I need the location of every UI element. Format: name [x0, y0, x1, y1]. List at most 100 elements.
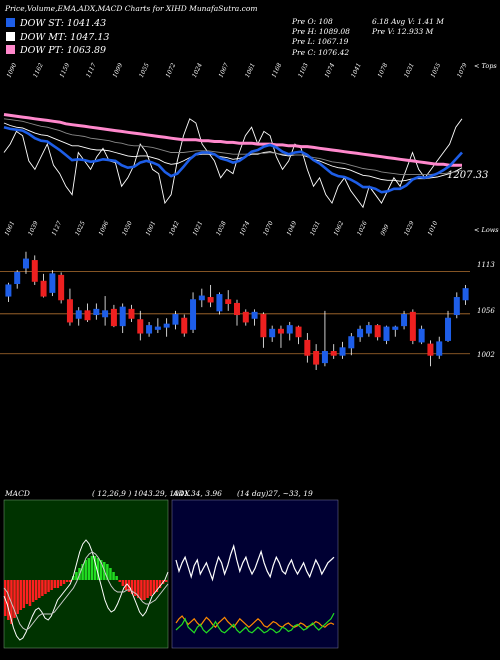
macd-hist-bar	[146, 580, 149, 598]
candle-body	[93, 308, 100, 316]
macd-hist-bar	[99, 560, 103, 580]
candle-body	[84, 310, 91, 321]
top-tick-label: 1099	[111, 62, 124, 79]
tops-label: < Tops	[474, 62, 497, 70]
bottom-tick-label: 999	[379, 223, 390, 237]
adx-series-line	[175, 543, 335, 582]
candle-body	[401, 314, 408, 327]
macd-hist-bar	[140, 580, 143, 600]
candle-body	[251, 311, 258, 319]
macd-hist-bar	[28, 580, 32, 606]
candle-body	[260, 314, 267, 338]
candle-body	[146, 325, 153, 334]
bottom-tick-label: 1021	[191, 220, 204, 237]
top-tick-label: 1117	[85, 62, 98, 79]
macd-hist-bar	[16, 580, 19, 614]
candle-body	[409, 311, 416, 341]
stat-avg-volume: 6.18 Avg V: 1.41 M	[372, 17, 444, 26]
stat-close: Pre C: 1076.42	[292, 47, 350, 57]
candle-body	[198, 295, 205, 301]
macd-hist-bar	[53, 580, 57, 588]
macd-params: ( 12,26,9 ) 1043.29, 1041.34, 3.96	[92, 489, 222, 498]
candle-body	[58, 274, 65, 301]
top-tick-label: 1024	[191, 62, 204, 79]
top-tick-label: 1090	[5, 62, 18, 79]
macd-hist-bar	[25, 580, 29, 604]
candle-body	[277, 328, 284, 334]
adx-title: ADX	[173, 489, 190, 498]
candle-body	[163, 323, 170, 328]
candle-body	[31, 260, 38, 282]
legend-item-st: DOW ST: 1041.43	[6, 17, 109, 31]
candle-body	[392, 326, 399, 330]
chart-title: Price,Volume,EMA,ADX,MACD Charts for XIH…	[5, 4, 258, 13]
candle-body	[242, 311, 249, 323]
bottom-tick-label: 1031	[309, 220, 322, 237]
macd-hist-bar	[115, 576, 118, 580]
bottom-tick-label: 1001	[144, 220, 157, 237]
stat-low: Pre L: 1067.19	[292, 37, 349, 47]
candle-body	[321, 351, 328, 364]
macd-hist-bar	[143, 580, 146, 600]
macd-hist-bar	[44, 580, 47, 594]
lows-label: < Lows	[474, 226, 499, 234]
level-label-3: 1002	[477, 351, 495, 359]
candle-body	[110, 308, 117, 327]
bottom-tick-label: 1058	[215, 220, 228, 237]
legend-swatch-st	[6, 18, 15, 27]
candle-body	[453, 297, 460, 316]
candle-body	[462, 288, 469, 301]
macd-hist-bar	[84, 560, 87, 580]
macd-hist-bar	[47, 580, 50, 592]
macd-hist-bar	[34, 580, 38, 600]
candle-body	[40, 280, 47, 297]
candle-body	[75, 310, 82, 319]
macd-hist-bar	[149, 580, 152, 596]
macd-hist-bar	[96, 558, 100, 580]
top-tick-label: 1103	[297, 62, 310, 79]
macd-hist-bar	[50, 580, 53, 590]
stats-left: Pre O: 108 Pre H: 1089.08 Pre L: 1067.19…	[292, 17, 350, 58]
top-tick-label: 1072	[164, 62, 177, 79]
candle-body	[119, 306, 126, 327]
candle-body	[365, 325, 372, 334]
candle-body	[313, 351, 320, 365]
candle-body	[181, 317, 188, 334]
candle-body	[66, 299, 73, 323]
macd-hist-bar	[7, 580, 10, 620]
candle-body	[304, 339, 311, 356]
ema-series-line	[3, 122, 463, 182]
adx-series-line	[175, 612, 335, 634]
macd-hist-bar	[109, 568, 112, 580]
bottom-tick-label: 1039	[27, 220, 40, 237]
macd-hist-bar	[152, 580, 156, 594]
macd-hist-bar	[68, 580, 72, 582]
macd-hist-bar	[31, 580, 35, 602]
macd-signal-line	[3, 551, 169, 631]
top-tick-label: 1041	[350, 62, 363, 79]
macd-hist-bar	[65, 580, 69, 582]
bottom-tick-label: 1026	[356, 220, 369, 237]
macd-hist-bar	[112, 572, 115, 580]
bottom-tick-label: 1074	[238, 220, 251, 237]
legend-item-mt: DOW MT: 1047.13	[6, 31, 109, 45]
top-tick-label: 1067	[217, 62, 230, 79]
macd-hist-bar	[118, 580, 121, 582]
macd-hist-bar	[133, 580, 137, 596]
ema-series-line	[3, 118, 463, 175]
legend-swatch-pt	[6, 45, 15, 54]
top-tick-label: 1074	[323, 62, 336, 79]
macd-hist-bar	[164, 580, 168, 582]
candle-body	[207, 297, 214, 303]
macd-hist-bar	[121, 580, 125, 586]
top-tick-label: 1031	[403, 62, 416, 79]
macd-hist-bar	[62, 580, 66, 584]
bottom-tick-label: 1070	[262, 220, 275, 237]
candle-body	[22, 258, 29, 269]
candle-body	[330, 351, 337, 356]
macd-hist-bar	[56, 580, 60, 588]
candle-body	[383, 326, 390, 341]
macd-hist-bar	[22, 580, 26, 608]
candle-body	[418, 328, 425, 343]
